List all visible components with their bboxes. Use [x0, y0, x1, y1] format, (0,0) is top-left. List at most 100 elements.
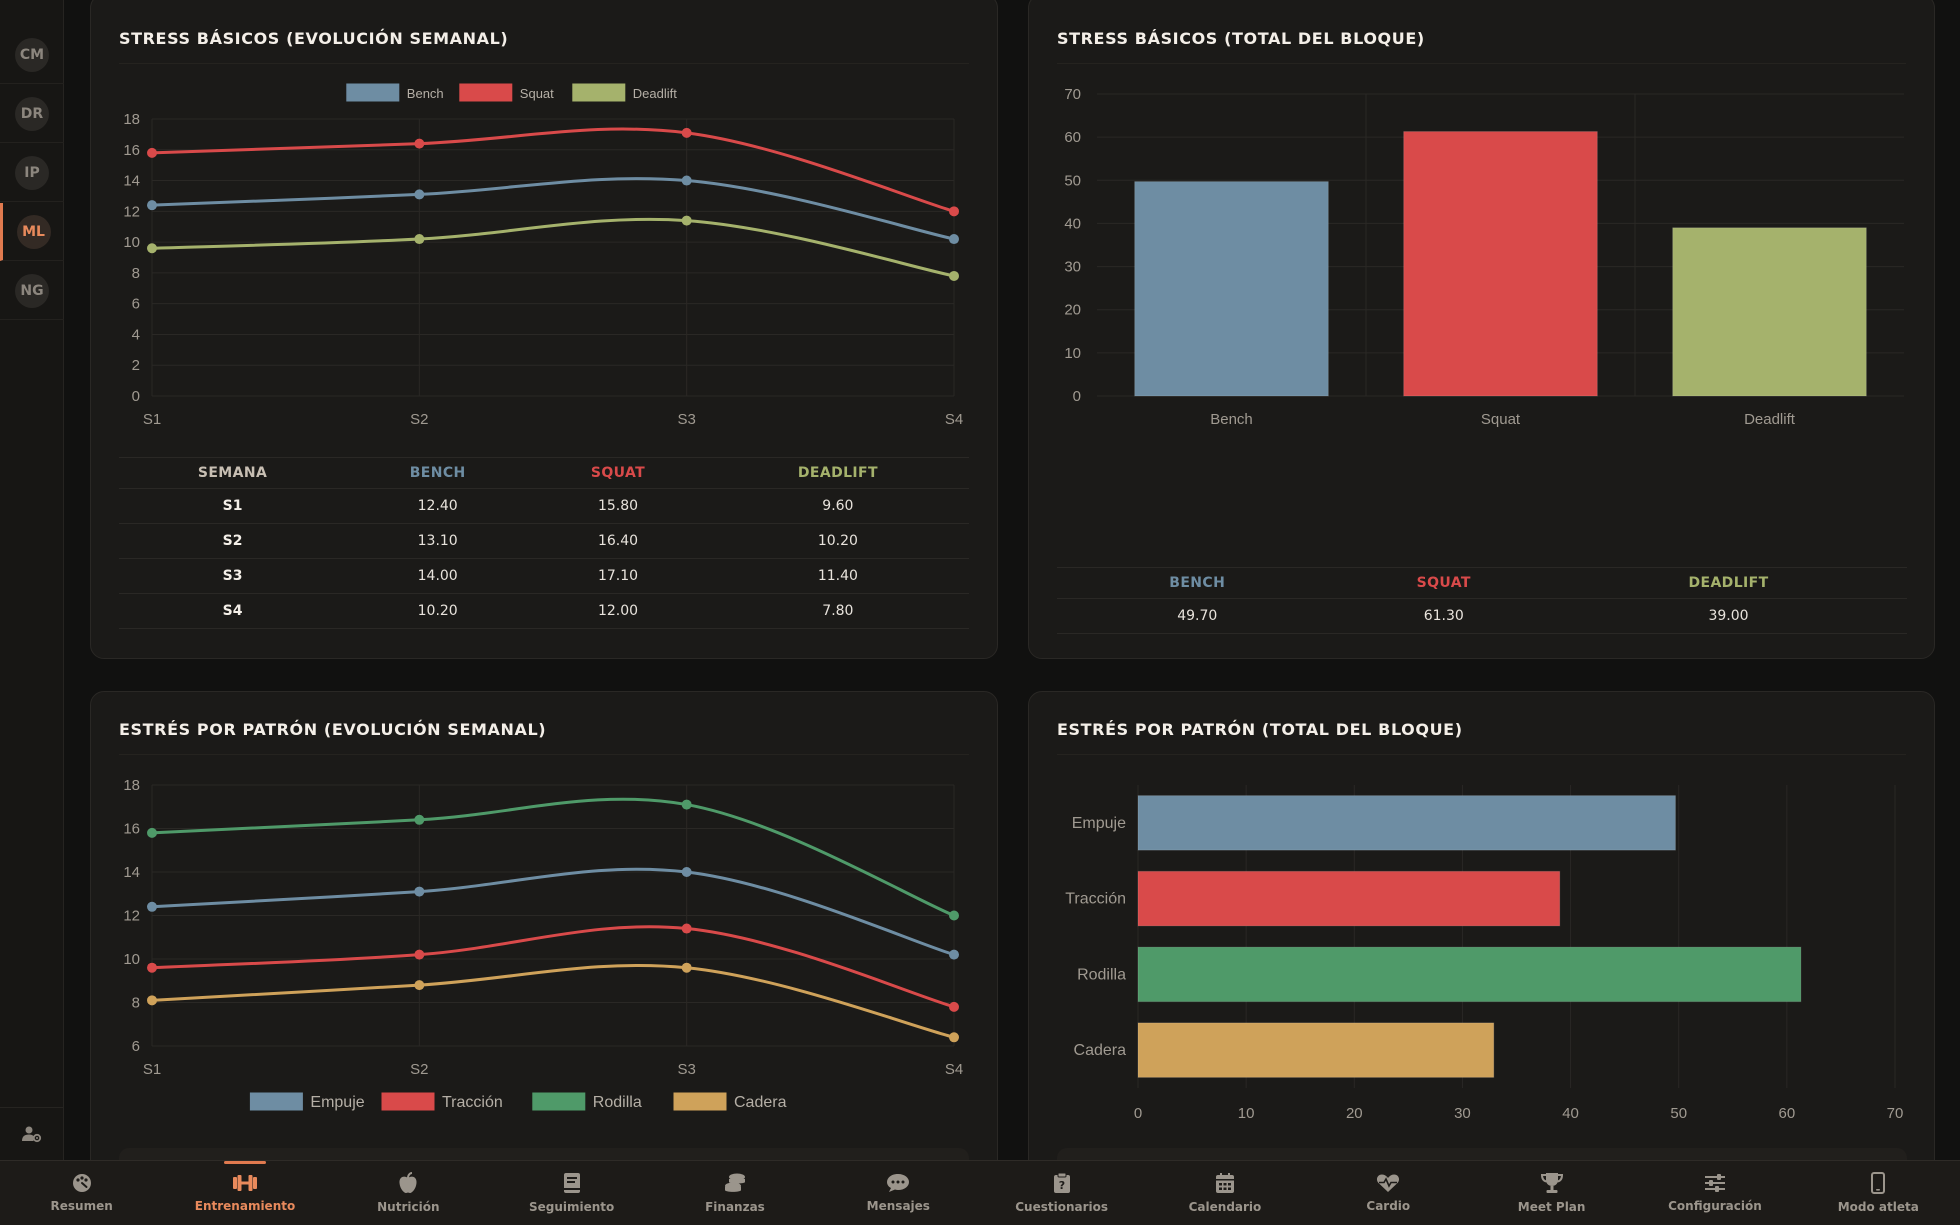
series-line-squat — [151, 127, 955, 213]
y-tick-label: 10 — [123, 951, 140, 968]
trophy-icon — [1540, 1173, 1563, 1193]
y-tick-label: 10 — [123, 234, 140, 251]
y-tick-label: 4 — [132, 326, 140, 343]
sliders-icon — [1704, 1174, 1725, 1192]
y-tick-label: 0 — [1073, 388, 1081, 405]
nav-resumen[interactable]: Resumen — [0, 1161, 163, 1225]
nav-label: Finanzas — [705, 1200, 765, 1214]
table-cell: 7.80 — [706, 592, 969, 628]
nav-finanzas[interactable]: Finanzas — [653, 1161, 816, 1225]
nav-modo-atleta[interactable]: Modo atleta — [1797, 1161, 1960, 1225]
y-tick-label: 70 — [1064, 86, 1081, 103]
data-point — [414, 234, 425, 245]
y-tick-label: 16 — [123, 142, 140, 159]
data-point — [949, 206, 959, 217]
divider — [1057, 754, 1906, 755]
table-row: S2 13.10 16.40 10.20 — [119, 522, 969, 558]
col-header-bench: BENCH — [1169, 574, 1226, 591]
stress-total-table: BENCH SQUAT DEADLIFT 49.70 61.30 39.00 — [1057, 568, 1907, 633]
divider — [119, 63, 969, 64]
athlete-item-ml[interactable]: ML — [0, 203, 64, 261]
nav-cuestionarios[interactable]: ? Cuestionarios — [980, 1161, 1143, 1225]
nav-label: Cardio — [1366, 1199, 1411, 1213]
table-cell: 61.30 — [1337, 597, 1550, 633]
y-tick-label: 18 — [123, 111, 140, 128]
nav-nutricion[interactable]: Nutrición — [327, 1161, 490, 1225]
series-line-cadera — [151, 963, 955, 1039]
legend-label: Bench — [407, 86, 444, 101]
legend-label: Rodilla — [593, 1094, 642, 1111]
nav-label: Configuración — [1668, 1199, 1762, 1213]
legend-swatch — [532, 1092, 586, 1111]
legend-swatch — [572, 83, 626, 102]
y-tick-label: 16 — [123, 821, 140, 838]
x-tick-label: 40 — [1562, 1105, 1579, 1122]
series-line-bench — [151, 177, 955, 241]
x-tick-label: 70 — [1887, 1105, 1904, 1122]
table-cell: 14.00 — [346, 557, 530, 593]
athlete-item-dr[interactable]: DR — [0, 85, 64, 143]
legend-swatch — [381, 1092, 435, 1111]
data-point — [414, 814, 425, 825]
data-point — [681, 923, 692, 934]
table-cell: 12.00 — [529, 592, 707, 628]
table-cell: S4 — [119, 592, 347, 628]
y-tick-label: 14 — [123, 173, 140, 190]
athlete-item-ng[interactable]: NG — [0, 262, 64, 320]
x-tick-label: S3 — [677, 1061, 695, 1078]
bar-deadlift — [1672, 227, 1867, 397]
athlete-avatar: IP — [15, 155, 49, 190]
nav-meet-plan[interactable]: Meet Plan — [1470, 1161, 1633, 1225]
nav-calendario[interactable]: Calendario — [1143, 1161, 1306, 1225]
nav-seguimiento[interactable]: Seguimiento — [490, 1161, 653, 1225]
pattern-weekly-line-chart: 6 8 10 12 14 16 18 S1 S2 S3 S4 Empuje Tracción Rodill… — [123, 777, 963, 1111]
nav-label: Mensajes — [866, 1199, 930, 1213]
data-point — [147, 962, 157, 973]
pattern-total-bar-chart: 0 10 20 30 40 50 60 70 Empuje Tracción Rodilla Cade… — [1065, 785, 1904, 1122]
y-tick-label: 50 — [1064, 172, 1081, 189]
nav-entrenamiento[interactable]: Entrenamiento — [163, 1161, 326, 1225]
y-tick-label: 14 — [123, 864, 140, 881]
nav-cardio[interactable]: Cardio — [1307, 1161, 1470, 1225]
card-title: STRESS BÁSICOS (TOTAL DEL BLOQUE) — [1057, 29, 1425, 48]
data-point — [949, 1032, 959, 1043]
table-cell: 15.80 — [529, 487, 707, 523]
x-tick-label: Bench — [1210, 411, 1253, 428]
dumbbell-icon — [232, 1175, 257, 1191]
apple-icon — [399, 1172, 417, 1193]
col-header-deadlift: DEADLIFT — [1688, 574, 1769, 591]
nav-mensajes[interactable]: Mensajes — [817, 1161, 980, 1225]
stress-weekly-card: STRESS BÁSICOS (EVOLUCIÓN SEMANAL) Bench… — [90, 0, 998, 659]
nav-configuracion[interactable]: Configuración — [1633, 1161, 1796, 1225]
y-tick-label: 8 — [132, 995, 140, 1012]
data-point — [949, 234, 959, 245]
user-settings-icon — [22, 1126, 42, 1142]
next-table-peek — [1057, 1148, 1907, 1162]
y-tick-label: Cadera — [1074, 1042, 1127, 1059]
pattern-weekly-card: ESTRÉS POR PATRÓN (EVOLUCIÓN SEMANAL) 6 8… — [90, 691, 998, 1191]
athlete-avatar: CM — [15, 37, 49, 72]
bar-bench — [1134, 181, 1329, 397]
data-point — [681, 867, 692, 877]
series-line-rodilla — [151, 797, 955, 917]
table-cell: 17.10 — [529, 557, 707, 593]
x-tick-label: S2 — [410, 1061, 428, 1078]
nav-label: Resumen — [50, 1199, 113, 1213]
table-cell: S2 — [119, 522, 347, 558]
x-tick-label: S4 — [945, 1061, 963, 1078]
legend-label: Deadlift — [633, 86, 677, 101]
stress-weekly-table-wrap: SEMANA BENCH SQUAT DEADLIFT S1 12.40 15.… — [119, 457, 969, 629]
legend-label: Tracción — [442, 1094, 503, 1111]
table-cell: 16.40 — [529, 522, 707, 558]
col-header-semana: SEMANA — [197, 464, 268, 481]
athlete-item-cm[interactable]: CM — [0, 26, 64, 84]
series-line-deadlift — [151, 217, 955, 278]
athlete-rail: CM DR IP ML NG — [0, 0, 64, 1160]
chat-icon — [887, 1174, 910, 1192]
athlete-item-ip[interactable]: IP — [0, 144, 64, 202]
data-point — [147, 827, 157, 838]
table-cell: 11.40 — [706, 557, 969, 593]
data-point — [147, 243, 157, 254]
user-settings-button[interactable] — [0, 1107, 64, 1159]
nav-label: Cuestionarios — [1015, 1200, 1109, 1214]
